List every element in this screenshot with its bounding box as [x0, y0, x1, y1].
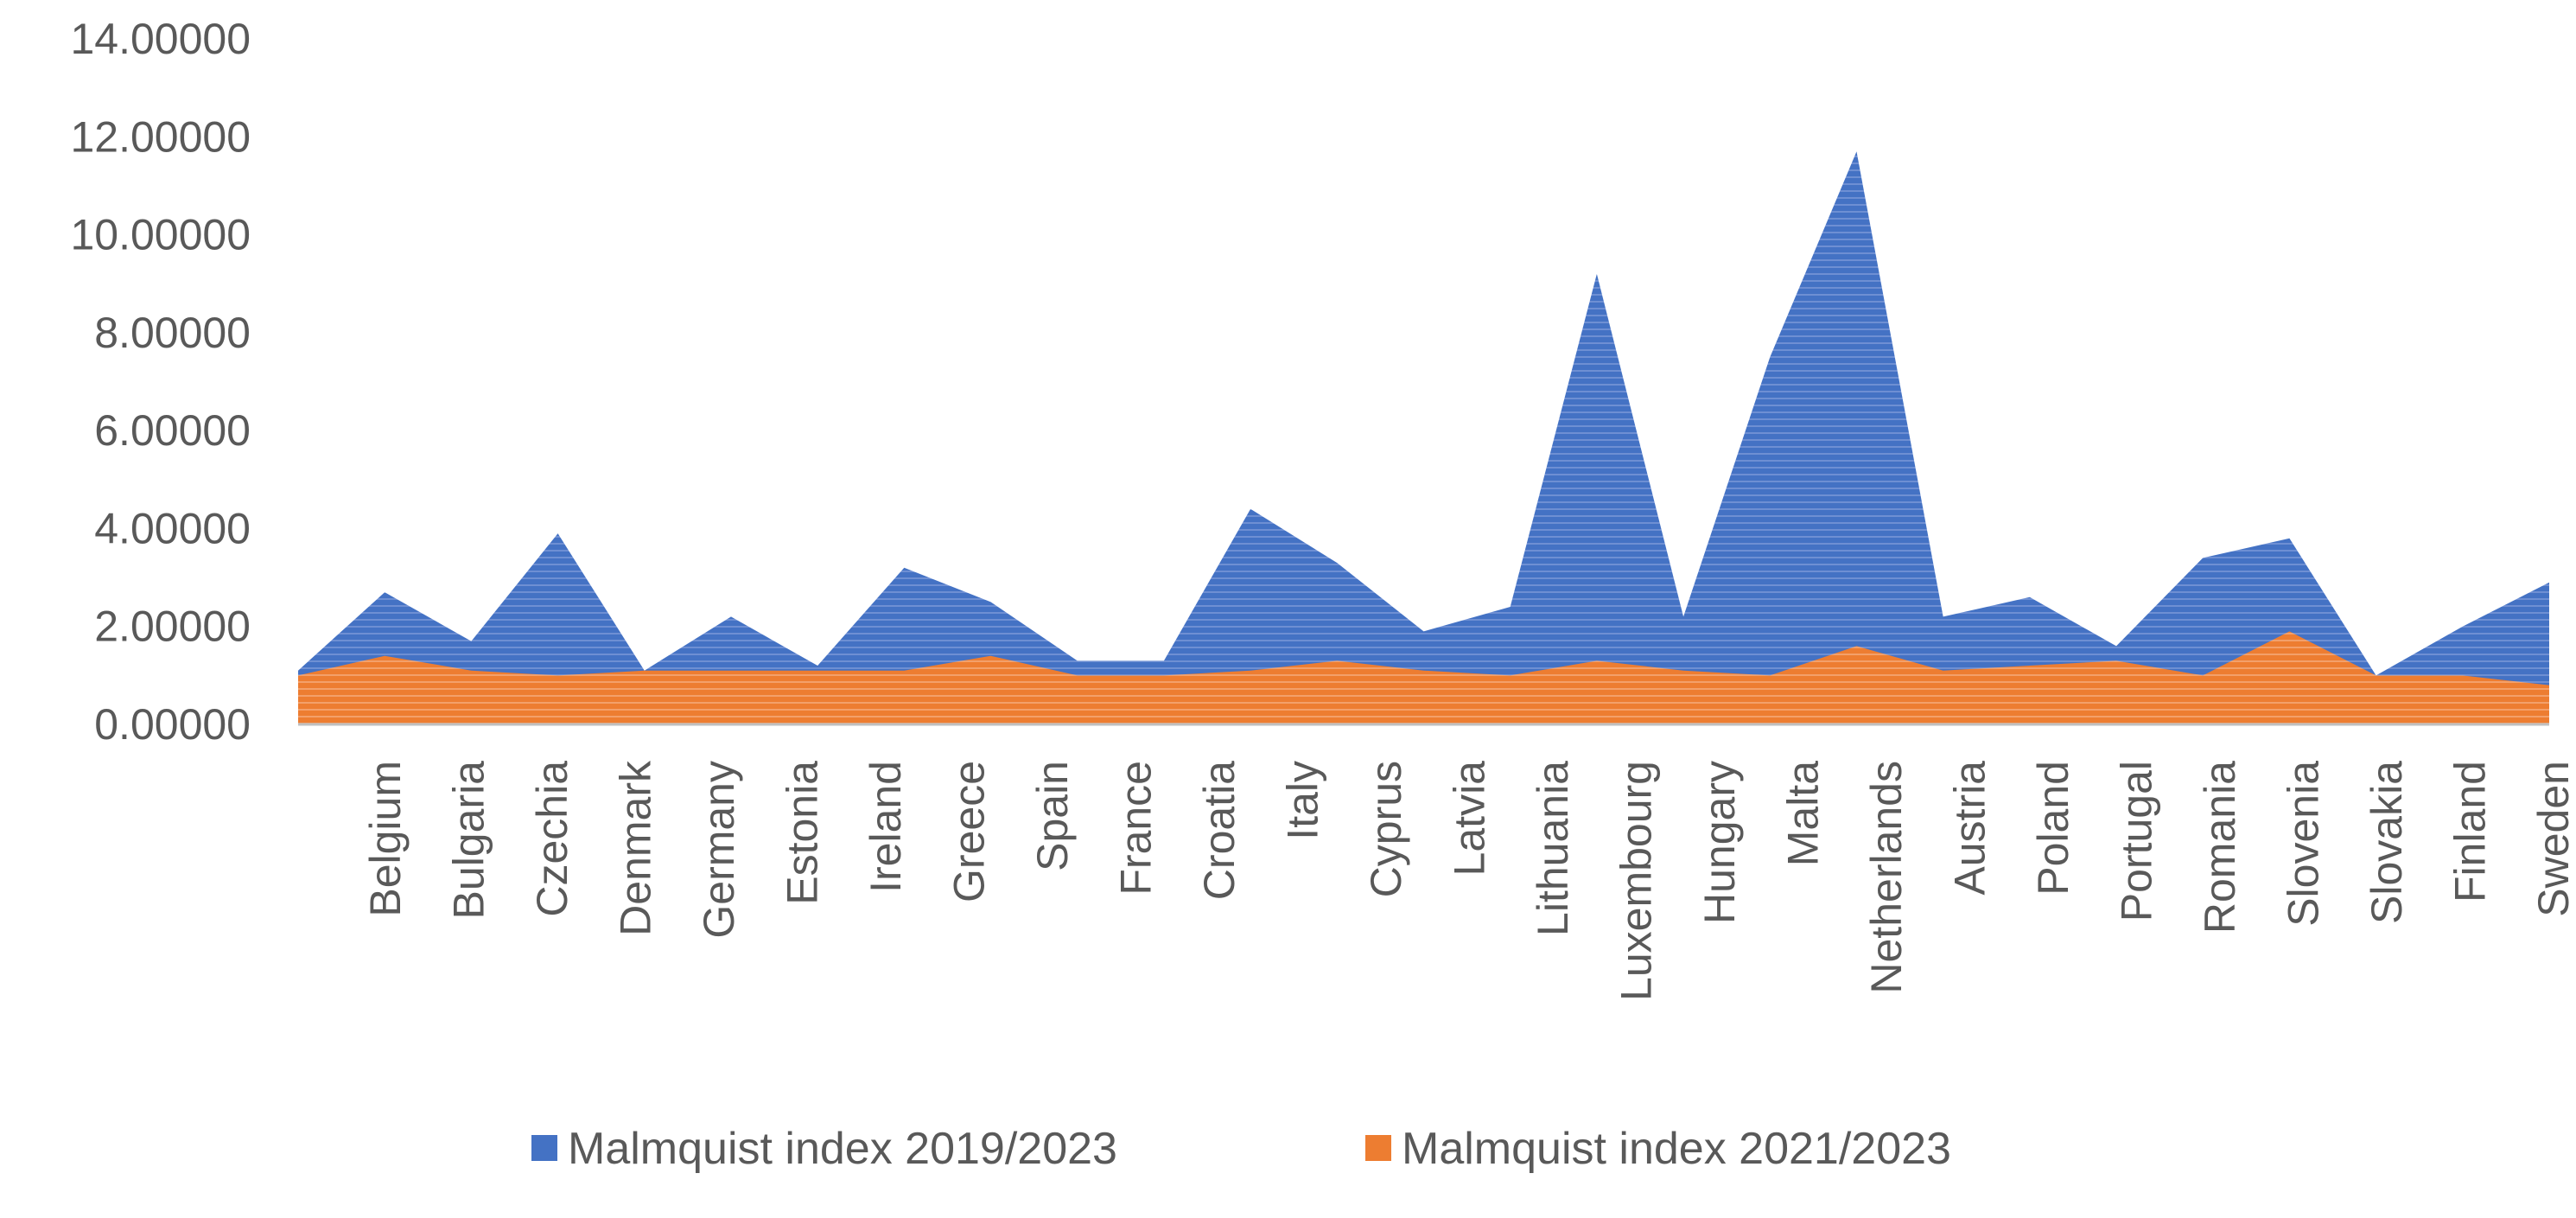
x-category-label: Belgium	[361, 761, 410, 917]
x-category-label: Lithuania	[1529, 761, 1577, 936]
x-category-label: Croatia	[1195, 761, 1243, 900]
y-tick-label: 6.00000	[94, 406, 251, 455]
legend-label: Malmquist index 2019/2023	[568, 1124, 1117, 1174]
x-category-label: Bulgaria	[445, 761, 493, 920]
x-category-label: Slovakia	[2363, 761, 2411, 924]
x-category-label: Portugal	[2112, 761, 2160, 921]
y-axis: 0.00000 2.00000 4.00000 6.00000 8.00000 10.00…	[70, 15, 251, 749]
y-tick-label: 8.00000	[94, 309, 251, 357]
x-category-label: Romania	[2196, 761, 2244, 934]
x-category-label: Austria	[1945, 761, 1994, 896]
series-area-1	[298, 151, 2549, 724]
x-axis: Belgium Bulgaria Czechia Denmark Germany Esto…	[298, 723, 2576, 1001]
y-tick-label: 14.00000	[70, 15, 251, 63]
x-category-label: Hungary	[1695, 761, 1744, 924]
x-category-label: France	[1112, 761, 1161, 896]
x-category-label: Estonia	[779, 761, 827, 905]
x-category-label: Latvia	[1446, 761, 1494, 877]
x-category-label: Netherlands	[1862, 761, 1911, 994]
series-area-2	[298, 631, 2549, 724]
x-category-label: Germany	[695, 761, 743, 939]
x-category-label: Cyprus	[1362, 761, 1410, 897]
x-category-label: Slovenia	[2279, 761, 2327, 927]
x-category-label: Poland	[2029, 761, 2077, 896]
x-category-label: Greece	[945, 761, 994, 902]
x-category-label: Czechia	[528, 761, 576, 917]
legend-swatch	[531, 1135, 557, 1161]
y-tick-label: 2.00000	[94, 603, 251, 651]
legend-swatch	[1365, 1135, 1391, 1161]
x-category-label: Sweden	[2529, 761, 2576, 917]
plot-areas	[298, 151, 2549, 724]
x-category-label: Finland	[2446, 761, 2494, 902]
x-category-label: Denmark	[612, 760, 660, 936]
x-category-label: Italy	[1279, 761, 1327, 840]
legend-label: Malmquist index 2021/2023	[1402, 1124, 1951, 1174]
y-tick-label: 0.00000	[94, 700, 251, 749]
y-tick-label: 10.00000	[70, 211, 251, 259]
x-category-label: Ireland	[862, 761, 910, 893]
y-tick-label: 4.00000	[94, 504, 251, 552]
legend: Malmquist index 2019/2023 Malmquist index…	[531, 1124, 1951, 1174]
y-tick-label: 12.00000	[70, 112, 251, 161]
x-category-label: Spain	[1028, 761, 1077, 871]
x-category-label: Luxembourg	[1612, 761, 1660, 1001]
x-category-label: Malta	[1778, 761, 1827, 866]
